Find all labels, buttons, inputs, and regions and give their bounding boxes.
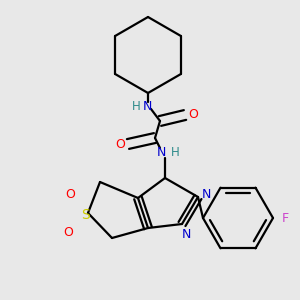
Text: H: H (171, 146, 179, 160)
Text: N: N (201, 188, 211, 202)
Text: N: N (156, 146, 166, 160)
Text: S: S (82, 208, 90, 222)
Text: H: H (132, 100, 140, 113)
Text: O: O (65, 188, 75, 202)
Text: O: O (63, 226, 73, 239)
Text: O: O (188, 109, 198, 122)
Text: N: N (142, 100, 152, 113)
Text: F: F (281, 212, 289, 224)
Text: O: O (115, 137, 125, 151)
Text: N: N (181, 227, 191, 241)
